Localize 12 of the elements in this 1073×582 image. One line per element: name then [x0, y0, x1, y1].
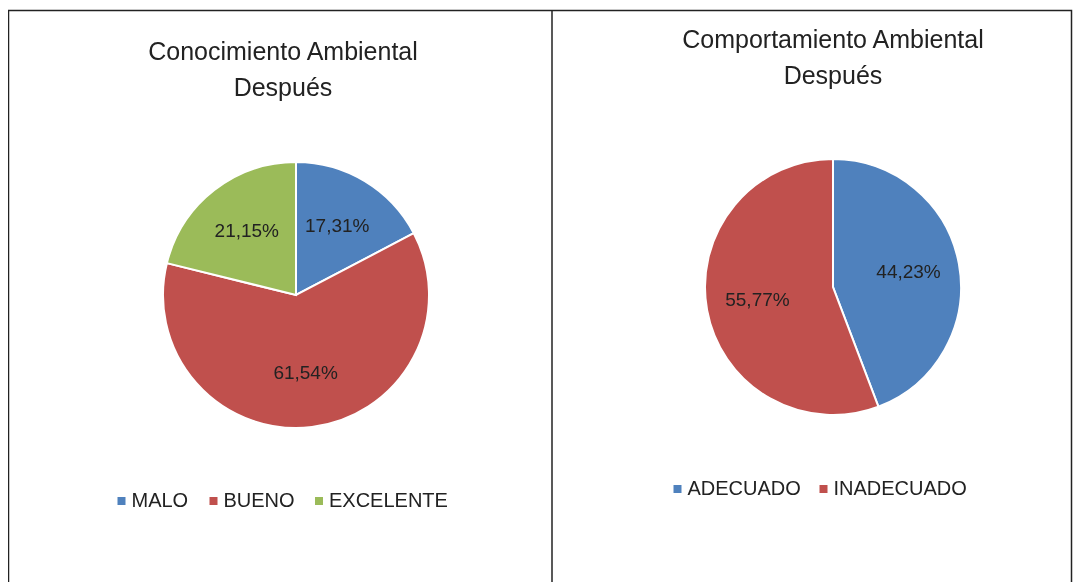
legend-label: ADECUADO — [687, 477, 801, 500]
chart-title: Conocimiento Ambiental Después — [148, 37, 418, 101]
legend-label: MALO — [131, 489, 189, 512]
legend-label: INADECUADO — [833, 477, 967, 500]
data-label: 61,54% — [273, 362, 338, 384]
data-label: 17,31% — [305, 214, 370, 236]
legend-label: BUENO — [223, 489, 295, 512]
chart-title: Comportamiento Ambiental Después — [682, 25, 984, 89]
data-label: 55,77% — [725, 288, 790, 310]
data-label: 21,15% — [214, 220, 280, 242]
legend-label: EXCELENTE — [329, 489, 448, 512]
data-label: 44,23% — [876, 261, 941, 283]
